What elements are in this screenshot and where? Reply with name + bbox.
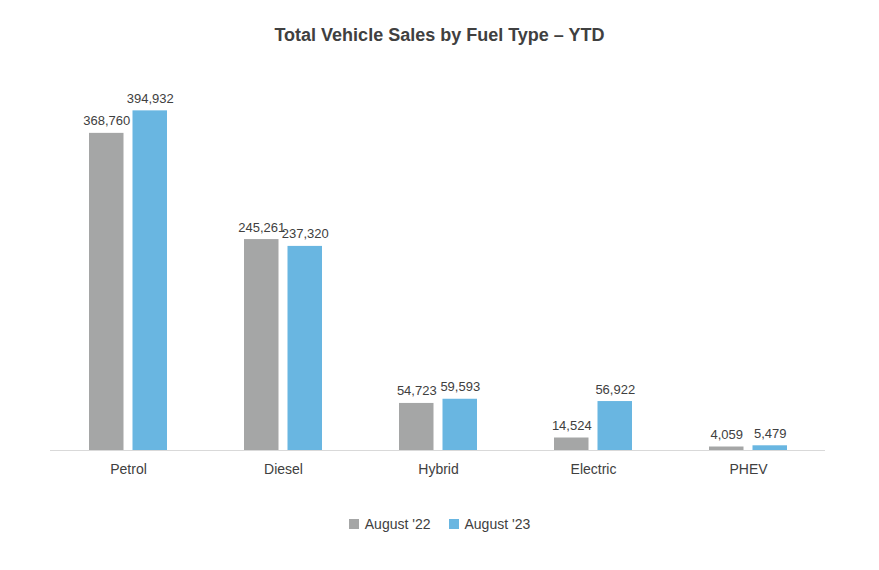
html-text:Total Vehicle Sales by Fuel Ty: Total Vehicle Sales by Fuel Type – YTD <box>274 25 605 45</box>
svg-text:59,593: 59,593 <box>440 379 480 394</box>
svg-text:Petrol: Petrol <box>110 461 147 477</box>
svg-text:237,320: 237,320 <box>282 226 329 241</box>
html-text:August '22: August '22 <box>364 516 431 532</box>
svg-text:245,261: 245,261 <box>238 220 285 235</box>
svg-text:Hybrid: Hybrid <box>418 461 458 477</box>
svg-text:PHEV: PHEV <box>729 461 768 477</box>
svg-text:14,524: 14,524 <box>552 418 592 433</box>
svg-text:5,479: 5,479 <box>754 426 787 441</box>
svg-text:56,922: 56,922 <box>595 382 635 397</box>
svg-text:54,723: 54,723 <box>397 383 437 398</box>
html-text:August '23: August '23 <box>464 516 531 532</box>
svg-text:4,059: 4,059 <box>710 427 743 442</box>
svg-text:Electric: Electric <box>571 461 617 477</box>
svg-text:394,932: 394,932 <box>127 91 174 106</box>
svg-text:Diesel: Diesel <box>264 461 303 477</box>
svg-text:368,760: 368,760 <box>83 113 130 128</box>
